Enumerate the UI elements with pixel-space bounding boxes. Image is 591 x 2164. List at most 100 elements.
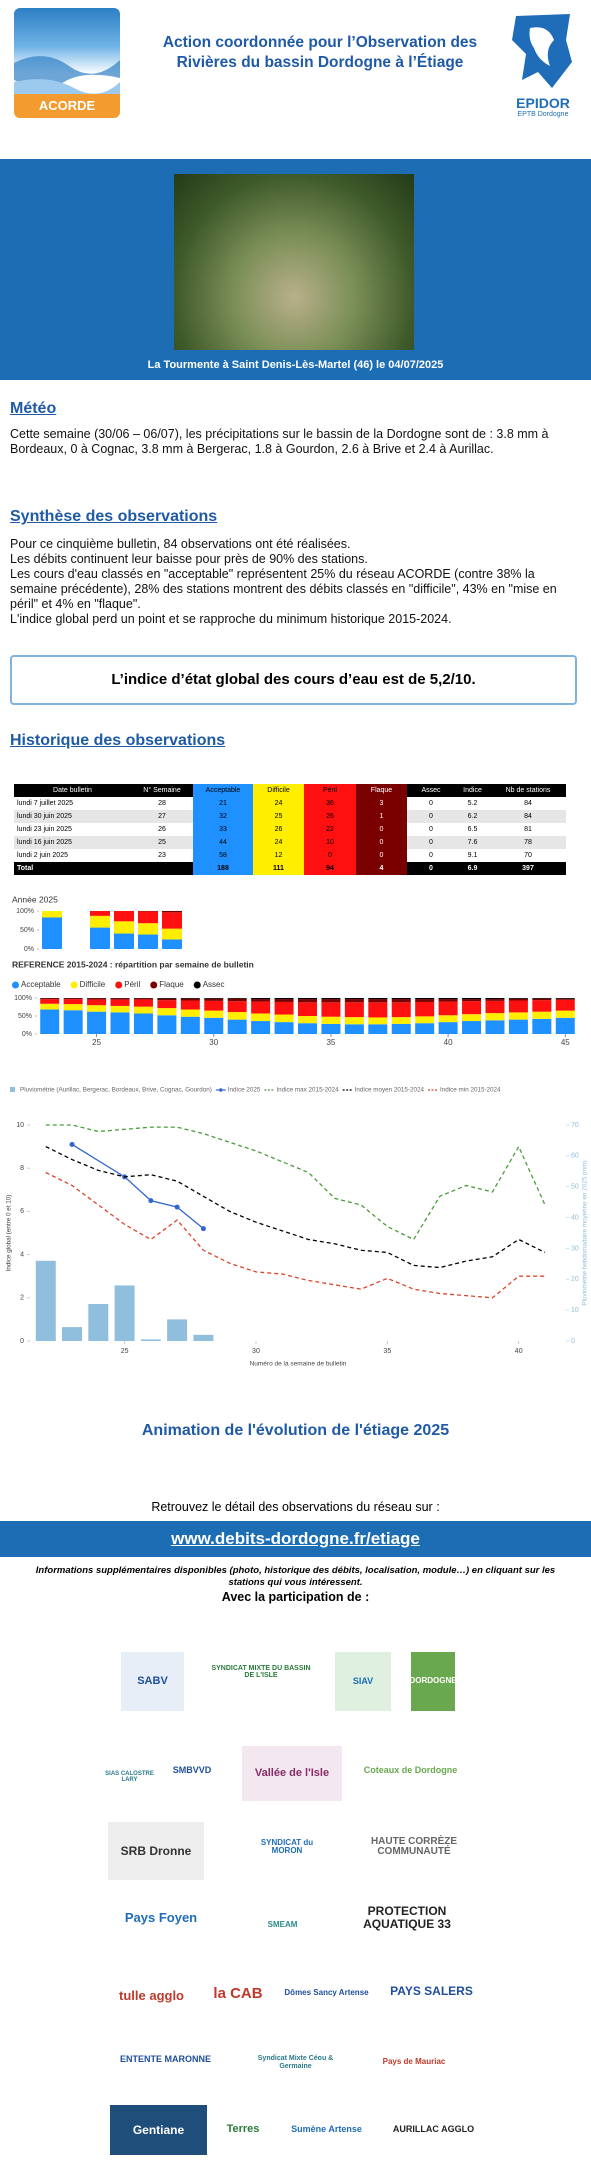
table-cell: 111 (253, 862, 304, 875)
y-tick-label: 4 (20, 1251, 24, 1258)
bar-segment (344, 1017, 364, 1025)
bar-segment (321, 1016, 341, 1024)
bar-segment (133, 999, 153, 1007)
y2-tick-label: 0 (571, 1338, 575, 1345)
legend-marker (218, 1088, 223, 1092)
y-tick-label: 0% (24, 946, 34, 953)
bar-segment (180, 998, 200, 1001)
epidor-emblem (512, 14, 572, 88)
partner-logo: Terres (226, 2123, 260, 2136)
table-cell: 3 (356, 797, 407, 810)
bar-segment (110, 1012, 130, 1034)
table-cell: 6.5 (455, 823, 490, 836)
column-header: Nb de stations (490, 784, 566, 797)
bar-segment (87, 1005, 107, 1012)
paragraph: Les cours d'eau classés en "acceptable" … (10, 567, 557, 611)
bar-segment (133, 998, 153, 1000)
bar-segment (298, 1023, 317, 1034)
partner-logo: SIAS CALOSTRE LARY (105, 1770, 154, 1783)
x-tick-label: 25 (92, 1038, 101, 1047)
animation-link[interactable]: Animation de l'évolution de l'étiage 202… (141, 1422, 450, 1439)
table-cell: 188 (193, 862, 253, 875)
table-row: lundi 7 juillet 2025 28 21 24 36 3 0 5.2 84 (14, 797, 566, 810)
partner-logo: HAUTE CORRÈZE COMMUNAUTÉ (370, 1835, 458, 1857)
title-line: Rivières du bassin Dordogne à l’Étiage (176, 54, 464, 71)
header-row: Date bulletin N° Semaine Acceptable Diffici… (14, 784, 566, 797)
x-tick-label: 35 (326, 1038, 335, 1047)
column-header: Difficile (253, 784, 304, 797)
table-cell: 24 (253, 836, 304, 849)
bar-segment (227, 1012, 247, 1020)
partner-logo: Pays Foyen (124, 1910, 198, 1926)
y-tick-label: 10 (16, 1122, 24, 1129)
bar-segment (274, 1014, 294, 1023)
title-line: Action coordonnée pour l’Observation des (162, 34, 478, 51)
bar-segment (63, 1004, 83, 1011)
table-cell (131, 862, 193, 875)
title: Action coordonnée pour l’Observation des… (125, 33, 515, 73)
section-heading: Historique des observations (10, 732, 226, 749)
bar-segment (157, 998, 177, 999)
column-header: N° Semaine (131, 784, 193, 797)
bar-segment (40, 1009, 60, 1034)
bar-segment (344, 1002, 364, 1018)
bar-segment (90, 911, 110, 916)
bar-segment (180, 998, 200, 999)
bar-segment (157, 998, 177, 1001)
y-tick-label: 50% (20, 927, 34, 934)
bar-segment (485, 1013, 505, 1021)
bar-segment (114, 933, 134, 949)
y2-tick-label: 70 (571, 1122, 579, 1129)
table-cell: 33 (193, 823, 253, 836)
table-cell: 84 (490, 797, 566, 810)
legend-label: Pluviométrie (Aurillac, Bergerac, Bordea… (20, 1087, 212, 1094)
chart-index: Pluviométrie (Aurillac, Bergerac, Bordea… (6, 1087, 589, 1368)
column-header: Péril (304, 784, 356, 797)
bar-segment (508, 1000, 528, 1013)
bar-segment (40, 998, 60, 1000)
table-row: lundi 23 juin 2025 26 33 26 22 0 0 6.5 81 (14, 823, 566, 836)
table-cell: 22 (304, 823, 356, 836)
y2-axis-title: Pluviométrie hebdomadaire moyenne en 202… (582, 1160, 589, 1305)
table-cell: 1 (356, 810, 407, 823)
table-cell: 397 (490, 862, 566, 875)
chart-reference: REFERENCE 2015-2024 : répartition par se… (12, 959, 575, 1047)
partner-logo: Pays de Mauriac (382, 2057, 446, 2067)
partner-logo: PROTECTION AQUATIQUE 33 (363, 1904, 451, 1931)
bar-segment (90, 927, 110, 949)
partner-logo: PAYS SALERS (390, 1983, 473, 1998)
bar-segment (532, 1000, 552, 1012)
bar-segment (321, 998, 341, 1000)
y-axis-title: Indice global (entre 0 et 10) (6, 1195, 13, 1272)
table-cell: 6.9 (455, 862, 490, 875)
legend-label: Indice max 2015-2024 (276, 1087, 339, 1094)
bar-segment (344, 1024, 364, 1034)
partner-logo: tulle agglo (119, 1988, 184, 2004)
legend-label: Indice moyen 2015-2024 (355, 1087, 425, 1094)
column-header: Acceptable (193, 784, 253, 797)
column-header: Flaque (356, 784, 407, 797)
bar-segment (63, 1010, 83, 1034)
bar-segment (110, 1005, 130, 1013)
series-line (71, 1143, 204, 1230)
bar-segment (555, 1010, 575, 1018)
y2-tick-label: 10 (571, 1307, 579, 1314)
acorde-logo: ACORDE (14, 8, 120, 118)
partner-logo: SIAV (335, 1652, 391, 1711)
bar-segment (298, 1002, 317, 1016)
legend-label: Flaque (159, 980, 184, 989)
y2-tick-label: 20 (571, 1276, 579, 1283)
bar-segment (114, 921, 134, 934)
site-link[interactable]: www.debits-dordogne.fr/etiage (171, 1529, 420, 1548)
bar-segment (462, 1021, 482, 1034)
bar-segment (298, 998, 317, 1000)
y-tick-label: 100% (14, 995, 32, 1002)
table-cell: 0 (304, 849, 356, 862)
paragraph: Les débits continuent leur baisse pour p… (10, 552, 368, 566)
table-cell: 10 (304, 836, 356, 849)
bar-segment (415, 1023, 435, 1034)
y2-tick-label: 60 (571, 1153, 579, 1160)
bar-segment (180, 1009, 200, 1017)
